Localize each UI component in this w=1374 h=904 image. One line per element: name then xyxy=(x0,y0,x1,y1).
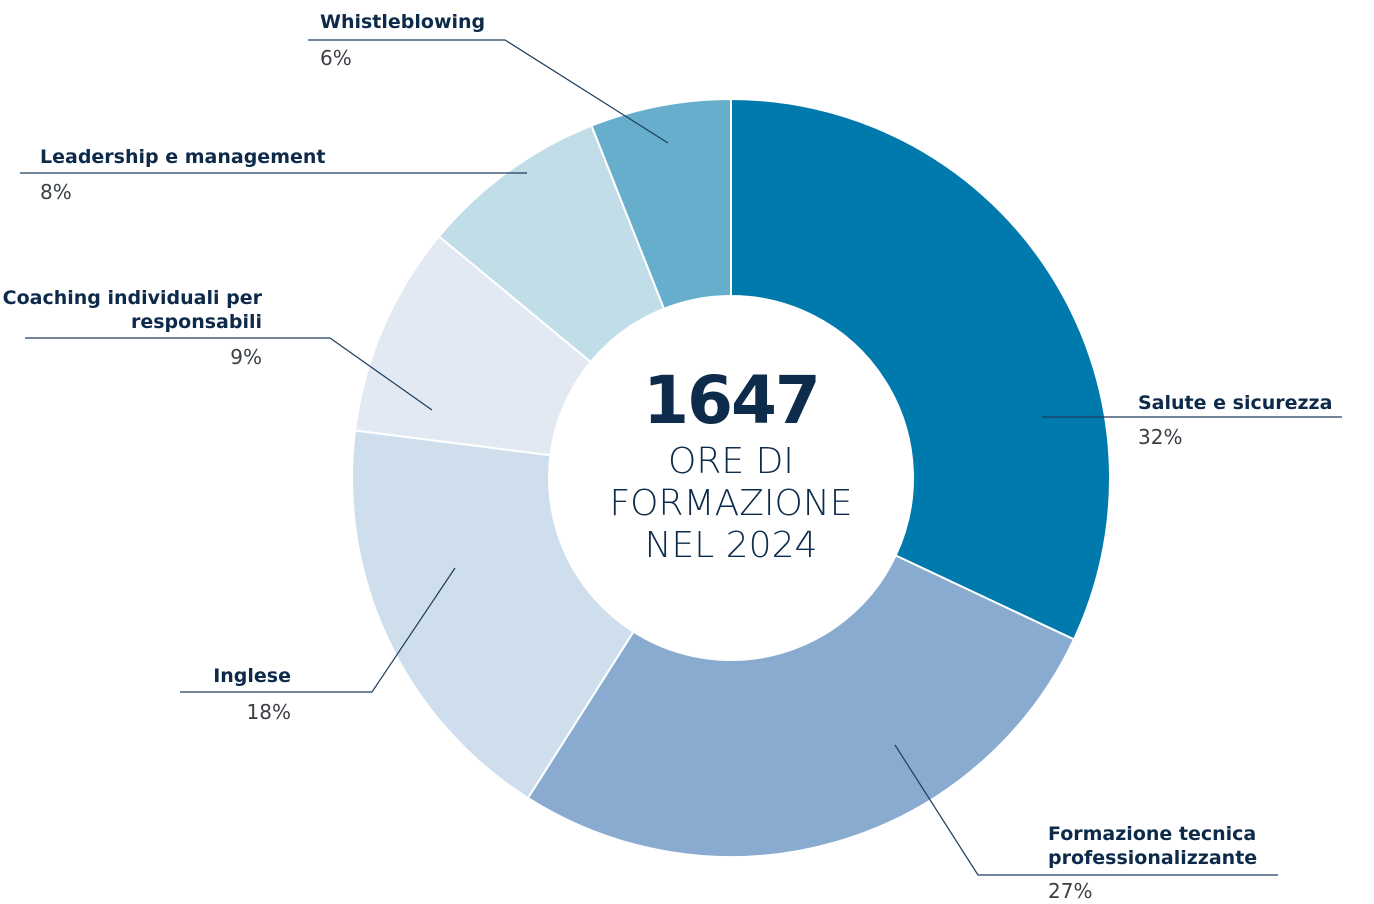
leader-line xyxy=(180,567,456,693)
slice-label: Salute e sicurezza xyxy=(1138,392,1333,414)
donut-hole xyxy=(549,296,913,660)
leader-line xyxy=(25,337,433,411)
slice-label: Inglese xyxy=(213,665,291,687)
value-label: 6% xyxy=(320,46,352,70)
center-line: ORE DI xyxy=(668,441,794,482)
center-text: ORE DI FORMAZIONE NEL 2024 xyxy=(531,441,931,567)
center-value: 1647 xyxy=(643,362,821,439)
slice-label: Whistleblowing xyxy=(320,11,486,33)
value-label: 9% xyxy=(230,345,262,369)
slice-label: Formazione tecnica professionalizzante xyxy=(1048,823,1258,869)
center-line: NEL 2024 xyxy=(644,525,818,566)
leader-line xyxy=(308,39,669,144)
value-label: 18% xyxy=(246,700,291,724)
center-line: FORMAZIONE xyxy=(609,483,853,524)
value-label: 8% xyxy=(40,180,72,204)
slice-label: Coaching individuali per responsabili xyxy=(2,287,262,333)
value-label: 32% xyxy=(1138,425,1183,449)
leader-line xyxy=(894,744,1278,876)
slice-label: Leadership e management xyxy=(40,146,326,168)
value-label: 27% xyxy=(1048,879,1093,903)
